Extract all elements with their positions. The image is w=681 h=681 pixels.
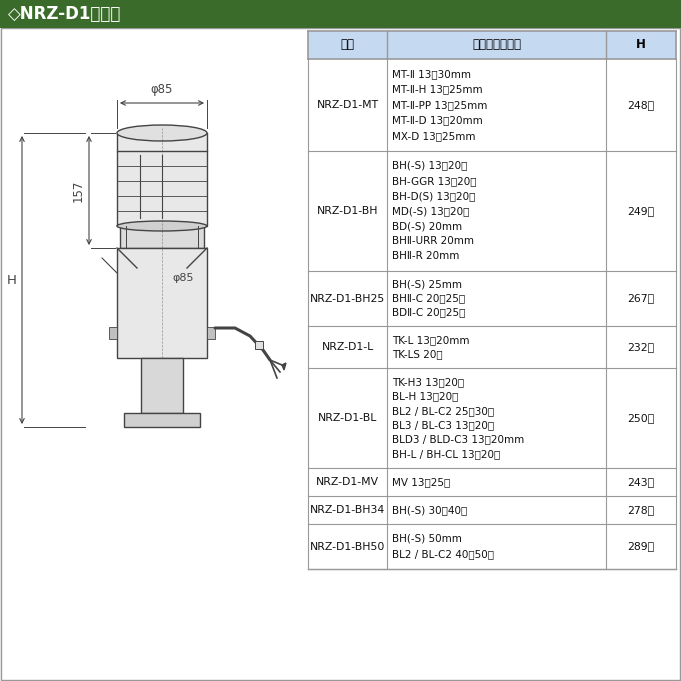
Text: BH(-S) 13。20㎜: BH(-S) 13。20㎜ <box>392 161 467 170</box>
Text: NRZ-D1-BH50: NRZ-D1-BH50 <box>310 541 385 552</box>
Text: BL2 / BL-C2 25。30㎜: BL2 / BL-C2 25。30㎜ <box>392 406 494 416</box>
Bar <box>141 358 183 413</box>
Text: TK-L 13。20mm: TK-L 13。20mm <box>392 335 470 345</box>
Text: 適応水抜栓機種: 適応水抜栓機種 <box>472 39 521 52</box>
Bar <box>207 327 215 339</box>
Text: MT-Ⅱ-H 13～25mm: MT-Ⅱ-H 13～25mm <box>392 84 483 95</box>
Text: NRZ-D1-BL: NRZ-D1-BL <box>318 413 377 423</box>
Text: φ85: φ85 <box>151 83 173 96</box>
Text: NRZ-D1-BH34: NRZ-D1-BH34 <box>310 505 385 515</box>
Text: 250㎜: 250㎜ <box>627 413 654 423</box>
Bar <box>308 271 676 326</box>
Bar <box>117 151 207 226</box>
Text: 249㎜: 249㎜ <box>627 206 654 216</box>
Polygon shape <box>282 363 286 370</box>
Text: BH-L / BH-CL 13。20㎜: BH-L / BH-CL 13。20㎜ <box>392 449 501 459</box>
Text: 278㎜: 278㎜ <box>627 505 654 515</box>
Text: BL2 / BL-C2 40。50㎜: BL2 / BL-C2 40。50㎜ <box>392 550 494 559</box>
Text: 品番: 品番 <box>340 39 355 52</box>
Text: BH(-S) 50mm: BH(-S) 50mm <box>392 534 462 543</box>
Text: BHⅡ-C 20。25㎜: BHⅡ-C 20。25㎜ <box>392 294 465 304</box>
Bar <box>0 0 681 28</box>
Text: BL-H 13。20㎜: BL-H 13。20㎜ <box>392 392 458 402</box>
Text: BDⅡ-C 20。25㎜: BDⅡ-C 20。25㎜ <box>392 307 466 317</box>
Text: BH(-S) 25mm: BH(-S) 25mm <box>392 280 462 290</box>
Text: MT-Ⅱ-PP 13～25mm: MT-Ⅱ-PP 13～25mm <box>392 100 488 110</box>
Text: H: H <box>636 39 646 52</box>
Text: 243㎜: 243㎜ <box>627 477 654 487</box>
Text: BH-GGR 13。20㎜: BH-GGR 13。20㎜ <box>392 176 477 186</box>
Bar <box>124 413 200 427</box>
Text: NRZ-D1-BH25: NRZ-D1-BH25 <box>310 294 385 304</box>
Text: MT-Ⅱ 13～30mm: MT-Ⅱ 13～30mm <box>392 69 471 79</box>
Text: MX-D 13～25mm: MX-D 13～25mm <box>392 131 475 141</box>
Text: TK-LS 20㎜: TK-LS 20㎜ <box>392 349 443 359</box>
Bar <box>117 133 207 151</box>
Text: NRZ-D1-MV: NRZ-D1-MV <box>316 477 379 487</box>
Text: 157: 157 <box>72 179 85 202</box>
Text: ◇NRZ-D1タイプ: ◇NRZ-D1タイプ <box>8 5 121 23</box>
Bar <box>308 468 676 496</box>
Text: NRZ-D1-L: NRZ-D1-L <box>321 342 374 352</box>
Bar <box>308 524 676 569</box>
Bar <box>109 327 117 339</box>
Text: H: H <box>7 274 17 287</box>
Text: NRZ-D1-MT: NRZ-D1-MT <box>317 100 379 110</box>
Text: φ85: φ85 <box>172 273 193 283</box>
Bar <box>308 368 676 468</box>
Bar <box>308 326 676 368</box>
Bar <box>308 496 676 524</box>
Text: BD(-S) 20mm: BD(-S) 20mm <box>392 221 462 231</box>
Text: BH(-S) 30。40㎜: BH(-S) 30。40㎜ <box>392 505 467 515</box>
Text: 248㎜: 248㎜ <box>627 100 654 110</box>
Ellipse shape <box>117 221 207 231</box>
Bar <box>117 248 207 358</box>
Bar <box>255 341 263 349</box>
Text: TK-H3 13。20㎜: TK-H3 13。20㎜ <box>392 377 464 387</box>
Text: 232㎜: 232㎜ <box>627 342 654 352</box>
Bar <box>120 226 204 248</box>
Text: 289㎜: 289㎜ <box>627 541 654 552</box>
Bar <box>308 59 676 151</box>
Text: MV 13～25㎜: MV 13～25㎜ <box>392 477 450 487</box>
Bar <box>308 31 676 59</box>
Bar <box>308 151 676 271</box>
Text: 267㎜: 267㎜ <box>627 294 654 304</box>
Ellipse shape <box>117 125 207 141</box>
Text: BLD3 / BLD-C3 13。20mm: BLD3 / BLD-C3 13。20mm <box>392 434 524 445</box>
Text: BL3 / BL-C3 13。20㎜: BL3 / BL-C3 13。20㎜ <box>392 420 494 430</box>
Text: NRZ-D1-BH: NRZ-D1-BH <box>317 206 379 216</box>
Text: MT-Ⅱ-D 13。20mm: MT-Ⅱ-D 13。20mm <box>392 116 483 125</box>
Text: BHⅡ-URR 20mm: BHⅡ-URR 20mm <box>392 236 474 247</box>
Text: BH-D(S) 13。20㎜: BH-D(S) 13。20㎜ <box>392 191 475 201</box>
Text: MD(-S) 13。20㎜: MD(-S) 13。20㎜ <box>392 206 469 216</box>
Text: BHⅡ-R 20mm: BHⅡ-R 20mm <box>392 251 460 262</box>
